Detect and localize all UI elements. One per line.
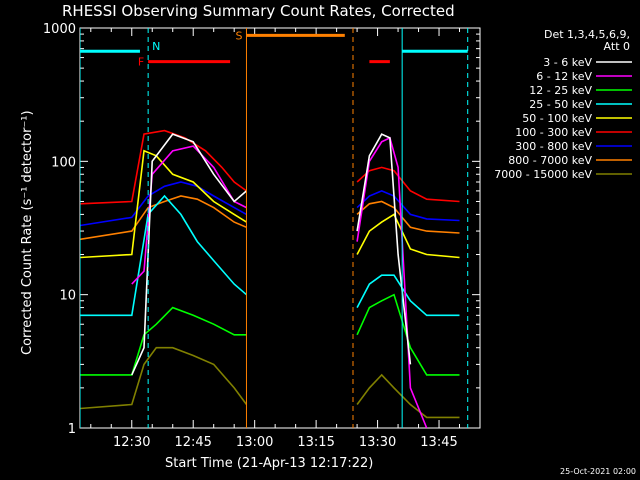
timestamp: 25-Oct-2021 02:00 xyxy=(560,467,636,476)
chart-title: RHESSI Observing Summary Count Rates, Co… xyxy=(62,2,455,20)
x-tick-label: 13:00 xyxy=(236,435,273,450)
x-tick-label: 13:15 xyxy=(297,435,334,450)
series-line xyxy=(80,195,247,241)
series-line xyxy=(80,194,248,317)
series-line xyxy=(80,346,248,410)
flag-label: F xyxy=(138,56,144,69)
x-axis-label: Start Time (21-Apr-13 12:17:22) xyxy=(165,456,373,471)
plot-frame xyxy=(79,27,481,429)
legend-title: Det 1,3,4,5,6,9, xyxy=(544,28,630,41)
series-line xyxy=(356,136,428,428)
legend-subtitle: Att 0 xyxy=(604,40,630,53)
series-line xyxy=(80,306,247,376)
legend-label: 3 - 6 keV xyxy=(543,56,592,69)
series-line xyxy=(356,274,460,317)
series-line xyxy=(356,213,460,259)
series-line xyxy=(80,149,247,259)
legend-label: 100 - 300 keV xyxy=(515,126,592,139)
legend-label: 25 - 50 keV xyxy=(529,98,592,111)
y-tick-label: 1 xyxy=(68,422,76,437)
series-line xyxy=(80,129,247,205)
legend-label: 800 - 7000 keV xyxy=(508,154,592,167)
y-tick-label: 100 xyxy=(51,155,76,170)
series-line xyxy=(131,145,247,285)
series-line xyxy=(356,373,460,419)
y-axis-label: Corrected Count Rate (s⁻¹ detector⁻¹) xyxy=(20,110,35,355)
legend-label: 50 - 100 keV xyxy=(522,112,592,125)
series-line xyxy=(356,190,460,222)
x-tick-label: 13:30 xyxy=(359,435,396,450)
legend-label: 6 - 12 keV xyxy=(536,70,592,83)
series-line xyxy=(131,133,248,376)
flag-label: S xyxy=(235,29,242,42)
flag-label: N xyxy=(152,40,160,53)
y-tick-label: 10 xyxy=(59,289,76,304)
x-tick-label: 13:45 xyxy=(420,435,457,450)
x-tick-label: 12:30 xyxy=(113,435,150,450)
series-line xyxy=(356,166,460,203)
y-tick-label: 1000 xyxy=(43,22,76,37)
legend-label: 300 - 800 keV xyxy=(515,140,592,153)
series-line xyxy=(80,181,247,227)
x-tick-label: 12:45 xyxy=(174,435,211,450)
series-line xyxy=(356,133,412,365)
series-line xyxy=(356,293,460,376)
plot-area: 1 10 100 1000 12:30 12:45 13:00 13:15 13:30 13:45… xyxy=(43,22,481,450)
series-group xyxy=(80,28,469,428)
legend-label: 7000 - 15000 keV xyxy=(494,168,592,181)
legend-label: 12 - 25 keV xyxy=(529,84,592,97)
